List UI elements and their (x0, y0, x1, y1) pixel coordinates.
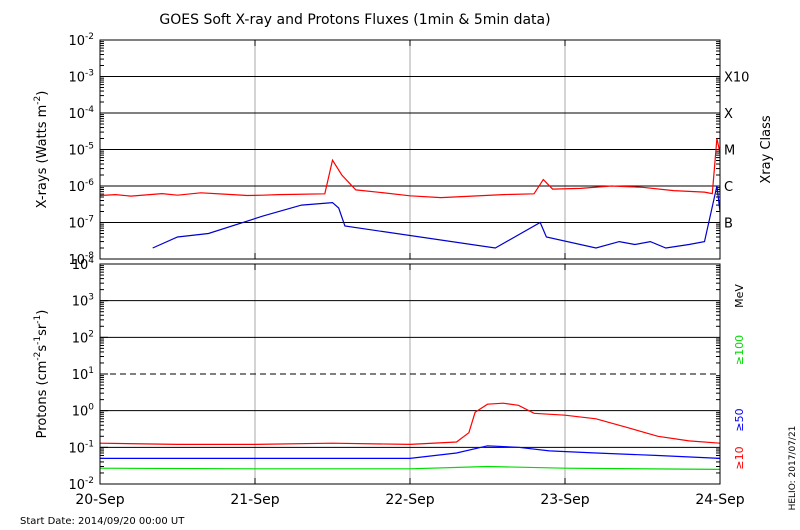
y-tick-base: 10 (68, 217, 85, 232)
y-tick-base: 10 (72, 368, 89, 383)
y-tick-exponent: -2 (85, 32, 94, 42)
y-axis-label-part: s (35, 345, 50, 352)
y-tick-label: 10-3 (68, 69, 94, 86)
y-tick-label: 10-5 (68, 142, 94, 159)
y-axis-label-part: -2 (33, 96, 43, 105)
y-tick-exponent: -2 (85, 476, 94, 486)
y-tick-exponent: -4 (85, 105, 94, 115)
y-tick-label: 102 (72, 329, 94, 346)
series-line-p10 (99, 402, 721, 446)
x-tick-label: 22-Sep (385, 492, 434, 508)
y-axis-label-part: X-rays (Watts m (35, 105, 50, 209)
y-tick-exponent: -8 (85, 251, 94, 261)
y-axis-label-part: -1 (33, 315, 43, 324)
y-tick-label: 10-1 (68, 439, 94, 456)
y-tick-exponent: 2 (88, 329, 94, 339)
y-tick-base: 10 (68, 107, 85, 122)
y-tick-base: 10 (68, 441, 85, 456)
y-tick-exponent: 3 (88, 293, 94, 303)
xray-class-label: B (724, 217, 733, 232)
y-axis-label: X-rays (Watts m-2) (33, 91, 50, 209)
y-tick-exponent: 0 (88, 403, 94, 413)
x-tick-label: 20-Sep (75, 492, 124, 508)
y-tick-label: 10-4 (68, 105, 94, 122)
energy-label: MeV (733, 284, 746, 308)
y-axis-label-part: -2 (33, 352, 43, 361)
series-line-short (152, 185, 721, 249)
y-tick-exponent: 1 (88, 366, 94, 376)
x-tick-label: 23-Sep (540, 492, 589, 508)
y-tick-exponent: -3 (85, 69, 94, 79)
y-tick-label: 103 (72, 293, 94, 310)
y-axis-label-part: Protons (cm (35, 361, 50, 439)
y-tick-base: 10 (68, 253, 85, 268)
y-tick-label: 101 (72, 366, 94, 383)
x-tick-label: 21-Sep (230, 492, 279, 508)
y-axis-label: Protons (cm-2s-1sr-1) (33, 310, 50, 439)
energy-label: ≥10 (733, 446, 746, 469)
xray-class-axis-title: Xray Class (759, 115, 774, 183)
series-line-p50 (100, 445, 721, 459)
y-tick-base: 10 (68, 71, 85, 86)
y-tick-base: 10 (68, 180, 85, 195)
y-tick-label: 10-2 (68, 32, 94, 49)
x-tick-label: 24-Sep (695, 492, 744, 508)
energy-label: ≥100 (733, 335, 746, 365)
start-date: Start Date: 2014/09/20 00:00 UT (20, 516, 185, 527)
y-tick-base: 10 (68, 34, 85, 49)
y-axis-label-part: -1 (33, 336, 43, 345)
y-tick-exponent: -6 (85, 178, 94, 188)
y-tick-exponent: -7 (85, 215, 94, 225)
y-tick-base: 10 (72, 331, 89, 346)
y-tick-label: 10-8 (68, 251, 94, 268)
y-tick-label: 100 (72, 403, 95, 420)
y-tick-exponent: -5 (85, 142, 94, 152)
y-tick-label: 10-6 (68, 178, 94, 195)
y-tick-base: 10 (68, 478, 85, 493)
y-tick-base: 10 (72, 295, 89, 310)
y-tick-label: 10-2 (68, 476, 94, 493)
y-axis-label-part: ) (35, 310, 50, 315)
xray-class-label: M (724, 144, 735, 159)
y-tick-exponent: 4 (88, 256, 94, 266)
y-tick-label: 10-7 (68, 215, 94, 232)
series-line-long (99, 138, 721, 199)
y-tick-base: 10 (72, 258, 89, 273)
y-tick-exponent: -1 (85, 439, 94, 449)
xray-class-label: C (724, 180, 733, 195)
chart-title: GOES Soft X-ray and Protons Fluxes (1min… (159, 12, 550, 28)
series-line-p100 (99, 465, 721, 470)
side-stamp: HELIO: 2017/07/21 (788, 426, 798, 511)
y-tick-label: 104 (72, 256, 95, 273)
xray-class-label: X (724, 107, 733, 122)
y-axis-label-part: sr (35, 323, 50, 336)
y-tick-base: 10 (68, 144, 85, 159)
y-axis-label-part: ) (35, 91, 50, 96)
energy-label: ≥50 (733, 408, 746, 431)
y-tick-base: 10 (72, 405, 89, 420)
xray-class-label: X10 (724, 71, 749, 86)
